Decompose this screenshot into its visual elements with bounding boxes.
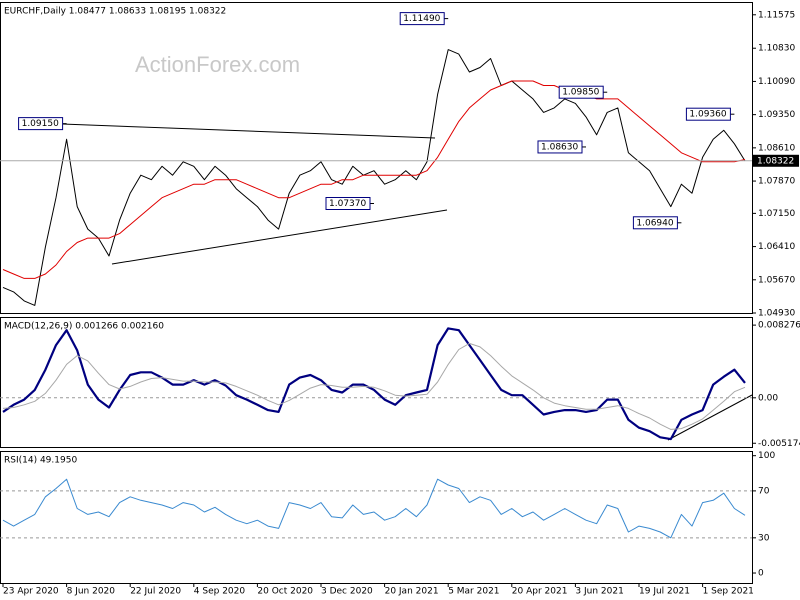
panel-title: MACD(12,26,9) 0.001266 0.002160 <box>4 322 164 332</box>
x-tick-label: 20 Oct 2020 <box>257 587 313 597</box>
annotation-box <box>18 117 64 131</box>
series-line <box>2 49 746 306</box>
annotation-label: 1.09360 <box>689 110 726 120</box>
x-tick-label: 3 Jun 2021 <box>575 587 623 597</box>
annotation-label: 1.08630 <box>541 142 578 152</box>
y-tick-label: 0 <box>758 569 764 579</box>
panel-title: EURCHF,Daily 1.08477 1.08633 1.08195 1.0… <box>4 7 226 17</box>
y-tick-label: 100 <box>758 451 775 461</box>
y-tick-label: 1.07150 <box>758 209 795 219</box>
trend-line <box>61 123 436 139</box>
x-tick-label: 5 Mar 2021 <box>448 587 499 597</box>
y-tick-label: 1.11575 <box>758 10 795 20</box>
trend-line <box>111 209 448 265</box>
y-tick-label: 1.09350 <box>758 110 795 120</box>
x-tick-label: 3 Dec 2020 <box>321 587 373 597</box>
x-tick-label: 22 Jul 2020 <box>130 587 181 597</box>
annotation-label: 1.09850 <box>562 88 599 98</box>
panel-title: RSI(14) 49.1950 <box>4 456 77 466</box>
last-price-box <box>753 154 799 167</box>
y-tick-label: 0.008276 <box>758 321 800 331</box>
y-tick-label: 1.10830 <box>758 44 795 54</box>
y-tick-label: 1.10090 <box>758 77 795 87</box>
y-tick-label: 1.07870 <box>758 177 795 187</box>
x-tick-label: 8 Jun 2020 <box>67 587 116 597</box>
last-price-label: 1.08322 <box>757 156 794 166</box>
annotation-label: 1.07370 <box>329 199 366 209</box>
annotation-box <box>685 107 731 121</box>
annotation-box <box>537 140 583 154</box>
y-tick-label: 1.06410 <box>758 242 795 252</box>
watermark: ActionForex.com <box>135 52 300 77</box>
annotation-box <box>325 196 371 210</box>
annotation-box <box>558 85 604 99</box>
annotation-box <box>399 12 445 26</box>
y-tick-label: 1.04930 <box>758 309 795 319</box>
x-tick-label: 20 Apr 2021 <box>512 587 568 597</box>
y-tick-label: -0.005174 <box>758 439 800 449</box>
y-tick-label: 30 <box>758 533 770 543</box>
y-tick-label: 0.00 <box>758 393 778 403</box>
y-tick-label: 1.05670 <box>758 275 795 285</box>
series-line <box>2 342 746 430</box>
x-tick-label: 23 Apr 2020 <box>3 587 59 597</box>
annotation-label: 1.06940 <box>636 218 673 228</box>
series-line <box>2 80 746 279</box>
annotation-box <box>632 216 678 230</box>
y-tick-label: 70 <box>758 486 770 496</box>
annotation-label: 1.09150 <box>22 119 59 129</box>
x-tick-label: 19 Jul 2021 <box>639 587 690 597</box>
trend-line <box>667 394 753 441</box>
y-tick-label: 1.08610 <box>758 143 795 153</box>
panel-border <box>0 451 753 584</box>
panel-border <box>0 317 753 448</box>
panel-border <box>0 2 753 314</box>
series-line <box>2 478 746 539</box>
x-tick-label: 20 Jan 2021 <box>385 587 439 597</box>
x-tick-label: 1 Sep 2021 <box>703 587 754 597</box>
annotation-label: 1.11490 <box>403 14 440 24</box>
x-tick-label: 4 Sep 2020 <box>194 587 246 597</box>
